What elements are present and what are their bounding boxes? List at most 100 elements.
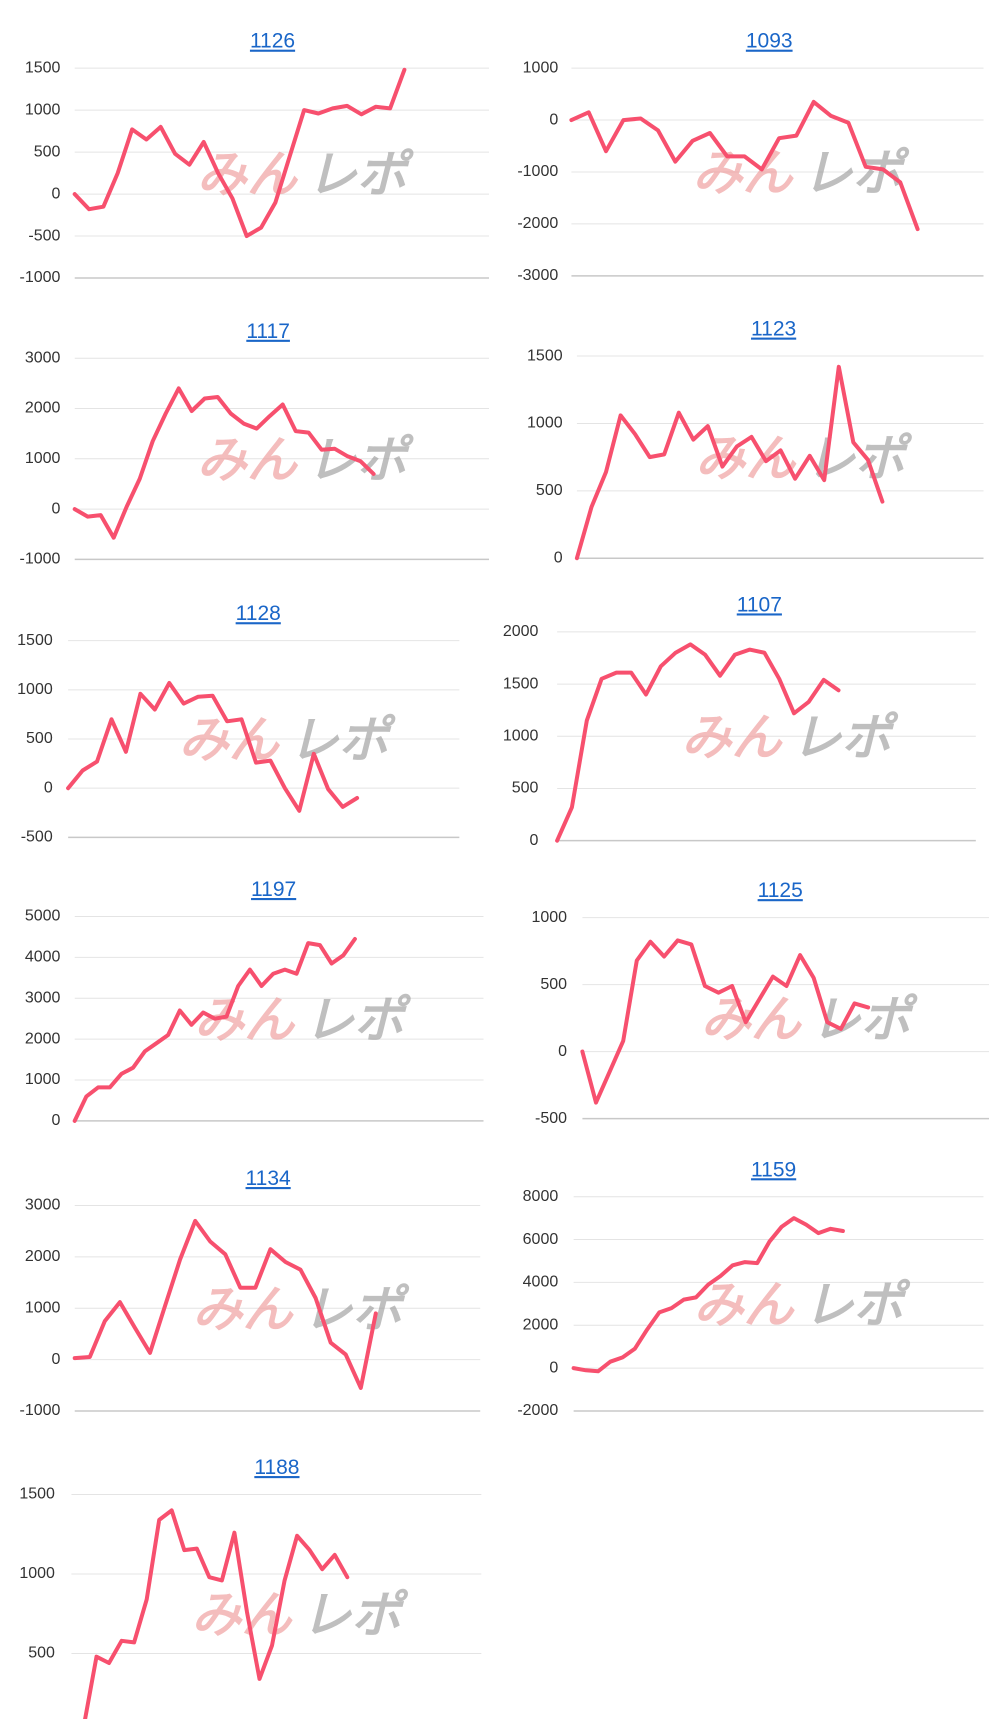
watermark: みん [692, 145, 794, 201]
y-tick-label: 0 [530, 832, 539, 849]
watermark: レポ [811, 991, 919, 1047]
y-tick-label: 0 [52, 500, 61, 517]
chart-title-link[interactable]: 1125 [758, 879, 803, 902]
y-tick-label: 1500 [503, 675, 539, 692]
y-tick-label: 3000 [25, 349, 61, 366]
watermark: みん [194, 992, 296, 1048]
y-tick-label: 2000 [25, 400, 61, 417]
watermark: レポ [307, 146, 415, 202]
watermark: みん [192, 1281, 294, 1337]
y-tick-label: -1000 [20, 551, 61, 568]
y-tick-label: -500 [535, 1110, 567, 1127]
y-tick-label: 2000 [503, 623, 539, 640]
watermark: みん [197, 146, 299, 202]
y-tick-label: 1500 [527, 347, 563, 364]
y-tick-label: 500 [540, 976, 567, 993]
y-tick-label: 2000 [523, 1316, 559, 1333]
watermark: レポ [802, 145, 910, 201]
chart-title-link[interactable]: 1197 [251, 878, 296, 901]
y-tick-label: 8000 [523, 1188, 559, 1205]
y-tick-label: 6000 [523, 1231, 559, 1248]
y-tick-label: 4000 [523, 1274, 559, 1291]
chart-title-link[interactable]: 1159 [751, 1158, 796, 1181]
watermark: レポ [289, 712, 397, 768]
data-line [555, 642, 841, 843]
chart-panel: 050010001500みんレポ1188 [19, 1456, 482, 1724]
y-tick-label: 1000 [25, 1071, 61, 1088]
watermark: みん [681, 709, 783, 765]
chart-title-link[interactable]: 1128 [236, 602, 281, 625]
y-tick-label: -500 [28, 227, 60, 244]
watermark: みん [197, 432, 299, 488]
chart-panel: -500 0 500 1000 みん レポ 1125 [531, 879, 990, 1127]
y-tick-label: 3000 [25, 989, 61, 1006]
y-tick-label: 0 [52, 185, 61, 202]
chart-title-link[interactable]: 1107 [737, 593, 782, 616]
data-line [72, 67, 407, 238]
data-line [571, 1216, 845, 1374]
y-tick-label: 0 [558, 1043, 567, 1060]
data-line [580, 938, 871, 1105]
y-tick-label: 500 [536, 482, 563, 499]
y-tick-label: -2000 [517, 215, 558, 232]
y-tick-label: 0 [554, 549, 563, 566]
y-tick-label: 0 [52, 1351, 61, 1368]
y-tick-label: 0 [549, 1359, 558, 1376]
y-tick-label: 1000 [527, 415, 563, 432]
data-line [72, 386, 376, 540]
data-line [72, 937, 357, 1123]
y-tick-label: 1000 [19, 1565, 55, 1582]
y-tick-label: 4000 [25, 949, 61, 966]
watermark: レポ [301, 1587, 409, 1643]
data-line [81, 1508, 350, 1724]
y-tick-label: 3000 [25, 1197, 61, 1214]
data-line [66, 681, 360, 813]
y-tick-label: -3000 [517, 267, 558, 284]
y-tick-label: 0 [549, 111, 558, 128]
y-tick-label: 1500 [19, 1486, 55, 1503]
y-tick-label: -500 [21, 829, 53, 846]
watermark: みん [694, 1277, 796, 1333]
chart-title-link[interactable]: 1093 [746, 30, 793, 53]
y-tick-label: 1500 [25, 59, 61, 76]
y-tick-label: 500 [28, 1645, 55, 1662]
chart-panel: -3000 -2000 -1000 0 1000 みん レポ 1093 [517, 30, 984, 284]
y-tick-label: 500 [26, 730, 53, 747]
y-tick-label: 1000 [25, 101, 61, 118]
watermark: レポ [804, 1277, 912, 1333]
y-tick-label: 1000 [25, 1299, 61, 1316]
chart-title-link[interactable]: 1126 [250, 30, 295, 53]
chart-title-link[interactable]: 1188 [254, 1456, 299, 1479]
y-tick-label: 1000 [503, 727, 539, 744]
chart-panel: 0 500 1000 1500 2000 みん レポ 1107 [503, 593, 976, 849]
data-line [574, 364, 885, 561]
y-tick-label: 1000 [531, 909, 567, 926]
y-tick-label: 5000 [25, 908, 61, 925]
y-tick-label: 0 [44, 779, 53, 796]
chart-title-link[interactable]: 1123 [751, 318, 796, 341]
y-tick-label: 2000 [25, 1248, 61, 1265]
y-tick-label: 2000 [25, 1030, 61, 1047]
chart-title-link[interactable]: 1134 [246, 1167, 291, 1190]
chart-panel: 0 1000 2000 3000 4000 5000 みん レポ 1197 [25, 878, 484, 1129]
data-line [569, 99, 920, 232]
watermark: みん [701, 991, 803, 1047]
y-tick-label: 500 [34, 143, 61, 160]
y-tick-label: 1500 [17, 632, 53, 649]
y-tick-label: -1000 [517, 163, 558, 180]
chart-panel: -1000 -500 0 500 1000 1500 みん レポ 1126 [20, 30, 490, 286]
y-tick-label: 0 [52, 1112, 61, 1129]
y-tick-label: -2000 [517, 1402, 558, 1419]
y-tick-label: -1000 [20, 269, 61, 286]
data-line [72, 1218, 378, 1390]
watermark: レポ [791, 709, 899, 765]
watermark: レポ [304, 992, 412, 1048]
y-tick-label: 1000 [25, 450, 61, 467]
y-tick-label: 1000 [523, 59, 559, 76]
chart-title-link[interactable]: 1117 [246, 320, 290, 343]
